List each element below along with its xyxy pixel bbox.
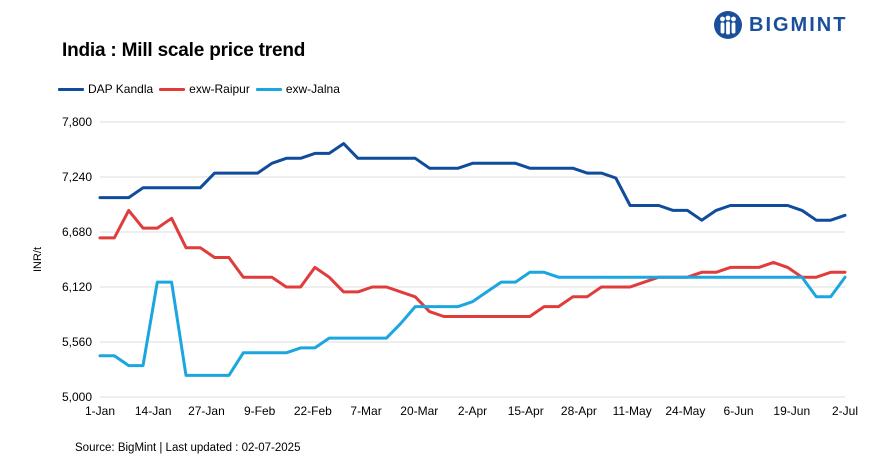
page-title: India : Mill scale price trend <box>62 40 306 61</box>
chart-legend: DAP Kandla exw-Raipur exw-Jalna <box>58 82 346 96</box>
logo-wordmark: BIGMINT <box>749 13 848 36</box>
x-tick-label: 9-Feb <box>244 404 276 418</box>
legend-label: exw-Jalna <box>285 82 340 96</box>
x-tick-label: 2-Jul <box>832 404 858 418</box>
bigmint-logo: BIGMINT <box>713 10 847 40</box>
legend-swatch <box>58 87 84 91</box>
source-note: Source: BigMint | Last updated : 02-07-2… <box>75 442 301 454</box>
x-tick-label: 11-May <box>613 404 652 418</box>
y-tick-label: 6,680 <box>62 225 92 239</box>
x-tick-label: 1-Jan <box>85 404 115 418</box>
legend-label: DAP Kandla <box>88 82 154 96</box>
x-tick-label: 14-Jan <box>135 404 172 418</box>
x-tick-label: 2-Apr <box>458 404 487 418</box>
y-tick-label: 7,240 <box>62 170 92 184</box>
series-line-exw-jalna <box>98 270 847 377</box>
x-tick-label: 19-Jun <box>773 404 810 418</box>
y-tick-label: 6,120 <box>62 280 92 294</box>
x-tick-label: 15-Apr <box>508 404 544 418</box>
legend-item-dap-kandla: DAP Kandla <box>58 82 153 96</box>
y-tick-label: 5,000 <box>62 390 92 404</box>
legend-swatch <box>159 87 186 91</box>
y-axis-label: INR/t <box>32 247 44 272</box>
legend-item-exw-jalna: exw-Jalna <box>255 82 340 96</box>
x-tick-label: 28-Apr <box>561 404 597 418</box>
series-line-dap-kandla <box>98 142 847 222</box>
y-tick-label: 5,560 <box>62 335 92 349</box>
legend-label: exw-Raipur <box>189 82 250 96</box>
x-tick-label: 22-Feb <box>294 404 332 418</box>
x-tick-label: 6-Jun <box>724 404 754 418</box>
legend-item-exw-raipur: exw-Raipur <box>159 82 250 96</box>
series-line-exw-raipur <box>98 208 847 318</box>
x-tick-label: 7-Mar <box>350 404 381 418</box>
y-tick-label: 7,800 <box>62 115 92 129</box>
x-tick-label: 20-Mar <box>400 404 438 418</box>
x-tick-label: 24-May <box>665 404 705 418</box>
x-tick-label: 27-Jan <box>188 404 225 418</box>
legend-swatch <box>255 87 282 91</box>
bigmint-logo-icon <box>714 11 742 39</box>
